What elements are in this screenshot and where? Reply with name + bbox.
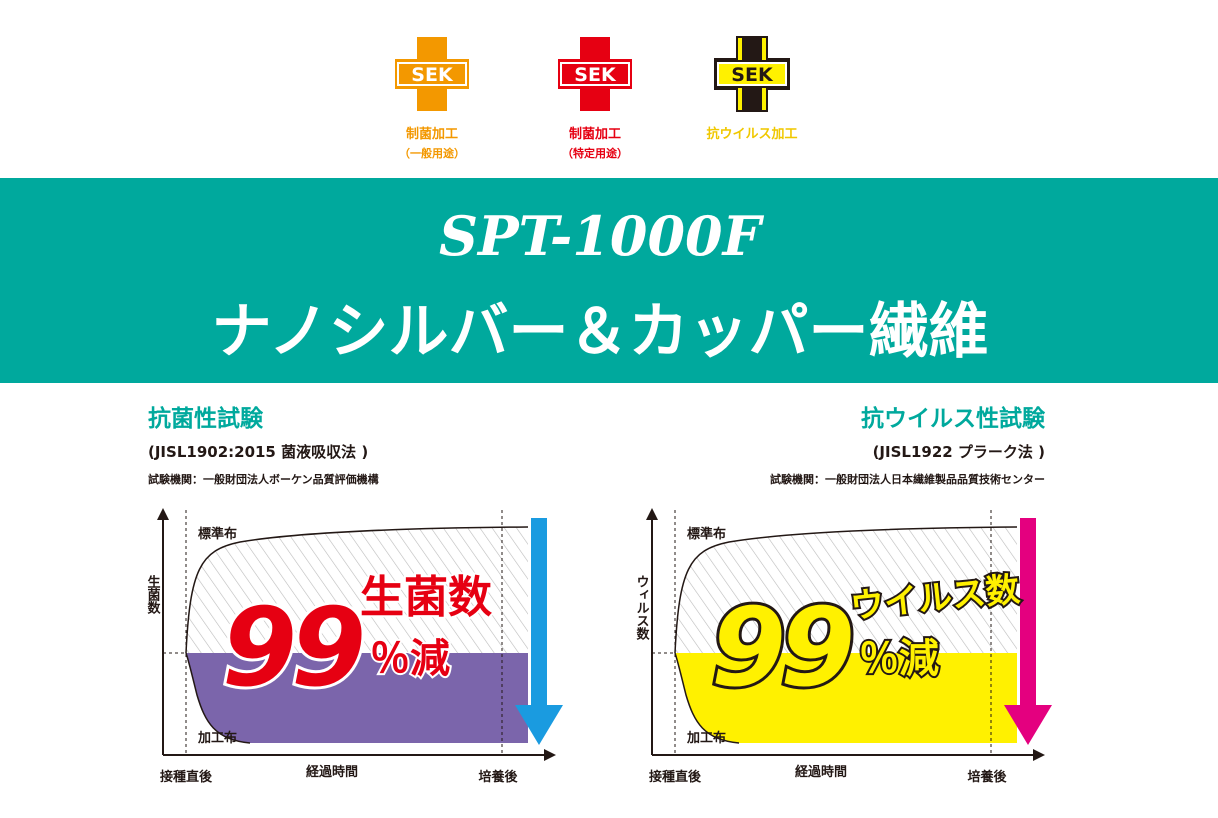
test-lab: 試験機関：一般財団法人日本繊維製品品質技術センター <box>770 472 1045 486</box>
test-method: (JISL1902:2015 菌液吸収法 ) <box>148 443 368 461</box>
x-end: 培養後 <box>478 769 518 785</box>
x-start: 接種直後 <box>160 769 213 785</box>
callout: 生菌数 <box>360 572 492 623</box>
logo-label: 抗ウイルス加工 <box>706 126 797 142</box>
big-number: 99 <box>222 586 362 711</box>
banner-title: ナノシルバー＆カッパー繊維 <box>212 297 989 367</box>
treated-area <box>675 653 1017 743</box>
logo-label: 制菌加工 <box>569 126 621 142</box>
test-lab: 試験機関：一般財団法人ボーケン品質評価機構 <box>148 472 379 486</box>
y-axis-label: 生菌数 <box>145 574 161 615</box>
treated-label: 加工布 <box>686 730 726 746</box>
mark-inner <box>399 64 465 84</box>
panel-title: 抗ウイルス性試験 <box>861 405 1046 432</box>
sek-logo: SEK 制菌加工 （一般用途） <box>395 37 469 160</box>
logo-mark: SEK <box>731 64 774 86</box>
standard-curve <box>185 526 529 654</box>
y-axis-label: ウィルス数 <box>634 575 650 641</box>
standard-area <box>675 527 1017 653</box>
treated-area <box>186 653 528 743</box>
reduction-label: ％減 <box>370 636 450 682</box>
mark-inner <box>562 64 628 84</box>
x-axis-label: 経過時間 <box>306 764 358 780</box>
mark-inner <box>719 64 785 84</box>
logo-mark: SEK <box>411 64 454 86</box>
standard-area <box>186 527 528 653</box>
logo-mark: SEK <box>574 64 617 86</box>
logo-label: 制菌加工 <box>406 126 458 142</box>
treated-curve <box>185 652 251 744</box>
sek-logo: SEK 抗ウイルス加工 <box>706 36 798 142</box>
axes <box>162 512 552 756</box>
treated-curve <box>674 652 740 744</box>
banner <box>0 178 1218 383</box>
reduction-arrow <box>1004 518 1052 745</box>
standard-label: 標準布 <box>198 526 237 542</box>
axes <box>651 512 1041 756</box>
logo-sublabel: （特定用途） <box>562 146 628 160</box>
treated-label: 加工布 <box>197 730 237 746</box>
standard-curve <box>674 526 1018 654</box>
logo-sublabel: （一般用途） <box>399 146 465 160</box>
reduction-arrow <box>515 518 563 745</box>
test-method: (JISL1922 プラーク法 ) <box>873 443 1045 461</box>
sek-logo: SEK 制菌加工 （特定用途） <box>558 37 632 160</box>
standard-label: 標準布 <box>687 526 726 542</box>
x-axis-label: 経過時間 <box>795 764 847 780</box>
panel-title: 抗菌性試験 <box>148 405 264 432</box>
x-start: 接種直後 <box>649 769 702 785</box>
product-name: SPT-1000F <box>439 204 765 268</box>
big-number: 99 <box>711 586 851 711</box>
reduction-label: ％減 <box>859 636 939 682</box>
x-end: 培養後 <box>967 769 1007 785</box>
